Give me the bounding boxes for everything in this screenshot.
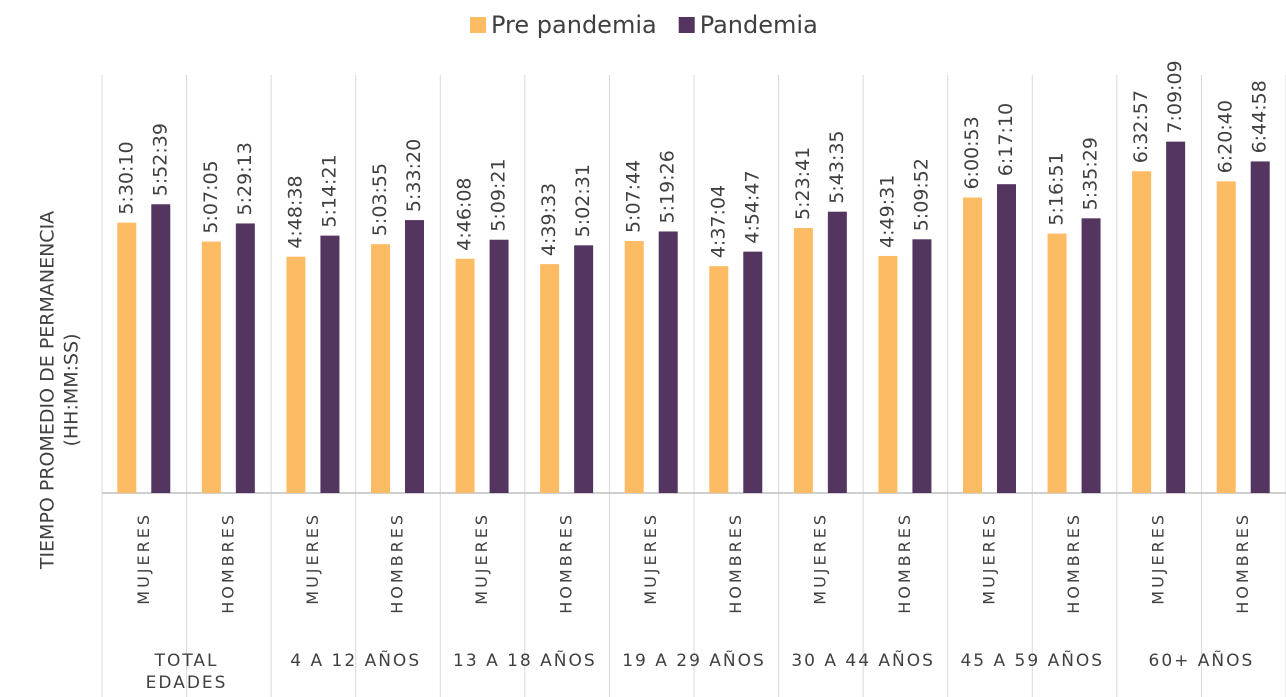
x-tick-label: MUJERES — [134, 512, 153, 605]
value-label: 4:49:31 — [876, 175, 898, 248]
bar — [793, 227, 813, 494]
x-tick-label: MUJERES — [980, 512, 999, 605]
bar — [286, 256, 306, 493]
value-label: 6:20:40 — [1215, 100, 1237, 173]
bar — [371, 244, 390, 493]
legend-swatch — [678, 17, 695, 33]
bar — [912, 239, 932, 493]
x-tick-label: HOMBRES — [1233, 512, 1252, 614]
x-tick-label: HOMBRES — [557, 512, 576, 614]
value-label: 6:44:58 — [1249, 80, 1271, 153]
value-label: 5:14:21 — [318, 154, 340, 227]
value-label: 5:33:20 — [403, 139, 425, 212]
value-label: 5:09:21 — [488, 158, 510, 231]
bar — [658, 231, 678, 493]
legend-label: Pandemia — [700, 11, 818, 39]
x-tick-label: MUJERES — [810, 512, 829, 605]
x-tick-label: MUJERES — [303, 512, 322, 605]
group-label: 4 A 12 AÑOS — [290, 651, 422, 671]
value-label: 7:09:09 — [1164, 60, 1186, 133]
value-label: 4:37:04 — [707, 185, 729, 258]
group-label: 19 A 29 AÑOS — [622, 651, 766, 671]
value-label: 5:03:55 — [369, 163, 391, 236]
bar — [489, 239, 509, 493]
bar — [201, 241, 221, 493]
y-axis-title: TIEMPO PROMEDIO DE PERMANENCIA — [37, 211, 59, 570]
value-label: 5:23:41 — [792, 147, 814, 220]
value-label: 6:00:53 — [961, 116, 983, 189]
y-axis-title: (HH:MM:SS) — [61, 333, 83, 446]
bar — [827, 211, 847, 493]
value-label: 5:02:31 — [572, 164, 594, 237]
x-tick-label: MUJERES — [472, 512, 491, 605]
x-tick-label: MUJERES — [641, 512, 660, 605]
value-label: 4:46:08 — [454, 177, 476, 250]
group-label: 13 A 18 AÑOS — [453, 651, 597, 671]
x-tick-label: HOMBRES — [218, 512, 237, 614]
value-label: 4:48:38 — [284, 175, 306, 248]
value-label: 5:52:39 — [149, 123, 171, 196]
value-label: 5:16:51 — [1046, 152, 1068, 225]
bar — [320, 235, 340, 494]
bar — [709, 266, 729, 493]
bar — [1047, 233, 1067, 494]
value-label: 5:43:35 — [826, 130, 848, 203]
x-tick-label: HOMBRES — [388, 512, 407, 614]
bar — [1250, 161, 1270, 494]
bar — [540, 264, 560, 493]
bar — [743, 251, 763, 493]
bar — [1166, 141, 1186, 494]
legend-label: Pre pandemia — [491, 11, 657, 39]
value-label: 4:39:33 — [538, 183, 560, 256]
value-label: 5:29:13 — [234, 142, 256, 215]
bar — [117, 222, 137, 494]
x-tick-label: MUJERES — [1149, 512, 1168, 605]
value-label: 5:30:10 — [115, 141, 137, 214]
group-label: TOTAL EDADES — [145, 651, 228, 693]
value-label: 5:07:05 — [200, 160, 222, 233]
bar — [1216, 181, 1236, 493]
x-tick-label: HOMBRES — [895, 512, 914, 614]
value-label: 5:35:29 — [1080, 137, 1102, 210]
group-label: 45 A 59 AÑOS — [960, 651, 1105, 671]
bar — [997, 184, 1016, 493]
bar — [405, 220, 424, 494]
bar — [1081, 218, 1101, 494]
legend-swatch — [470, 17, 486, 33]
x-tick-label: HOMBRES — [1064, 512, 1083, 614]
bar — [151, 204, 171, 493]
value-label: 5:19:26 — [657, 150, 679, 223]
bar — [624, 241, 644, 493]
bar — [963, 197, 982, 493]
group-label: 60+ AÑOS — [1148, 651, 1255, 671]
value-label: 6:32:57 — [1130, 90, 1152, 163]
value-label: 5:07:44 — [623, 160, 645, 233]
x-tick-label: HOMBRES — [726, 512, 745, 614]
bar — [878, 255, 898, 493]
value-label: 5:09:52 — [910, 158, 932, 231]
bar — [574, 245, 594, 493]
value-label: 6:17:10 — [995, 103, 1017, 176]
value-label: 4:54:47 — [741, 170, 763, 243]
bar — [1132, 171, 1152, 493]
bar — [235, 223, 255, 493]
bar — [455, 258, 475, 493]
group-label: 30 A 44 AÑOS — [791, 651, 935, 671]
